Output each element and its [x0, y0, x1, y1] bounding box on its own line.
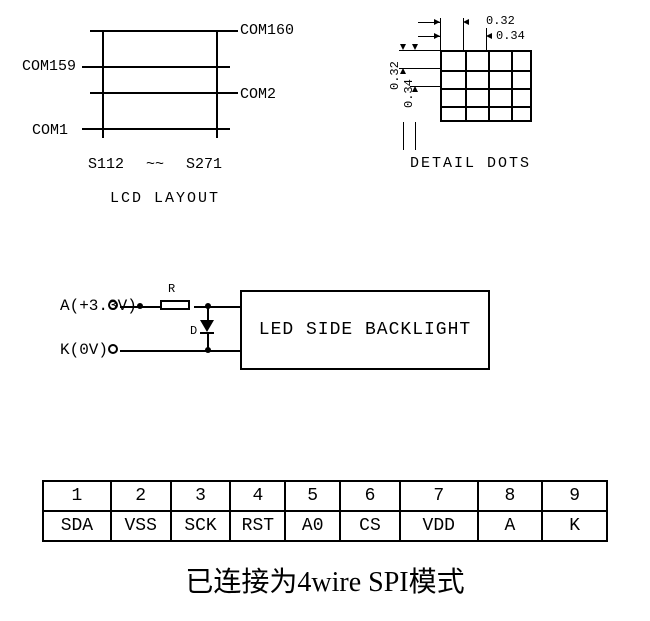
- pin-num: 9: [542, 481, 607, 511]
- pin-num: 5: [285, 481, 340, 511]
- cathode-label: K(0V): [60, 341, 108, 359]
- pin-name: VSS: [111, 511, 171, 541]
- dim-left-inner: 0.34: [402, 79, 416, 108]
- resistor-label: R: [168, 282, 175, 296]
- diode-label: D: [190, 324, 197, 338]
- pin-name: RST: [230, 511, 285, 541]
- dim-top-outer: 0.32: [486, 14, 515, 28]
- pin-name: A: [478, 511, 543, 541]
- table-row: 1 2 3 4 5 6 7 8 9: [43, 481, 607, 511]
- pin-num: 6: [340, 481, 400, 511]
- detail-dots-title: DETAIL DOTS: [410, 155, 531, 172]
- pin-name: VDD: [400, 511, 478, 541]
- pin-name: A0: [285, 511, 340, 541]
- dim-left-outer: 0.32: [388, 61, 402, 90]
- seg-mid-label: ~~: [146, 156, 164, 173]
- pin-num: 8: [478, 481, 543, 511]
- seg-right-label: S271: [186, 156, 222, 173]
- caption-text: 已连接为4wire SPI模式: [0, 560, 650, 600]
- com159-label: COM159: [22, 58, 76, 75]
- pin-num: 2: [111, 481, 171, 511]
- backlight-box: LED SIDE BACKLIGHT: [240, 290, 490, 370]
- com2-label: COM2: [240, 86, 276, 103]
- detail-dots-diagram: [440, 50, 532, 122]
- seg-left-label: S112: [88, 156, 124, 173]
- com160-label: COM160: [240, 22, 294, 39]
- pin-num: 3: [171, 481, 231, 511]
- pin-name: SDA: [43, 511, 111, 541]
- pin-num: 4: [230, 481, 285, 511]
- com1-label: COM1: [32, 122, 68, 139]
- table-row: SDA VSS SCK RST A0 CS VDD A K: [43, 511, 607, 541]
- diode-symbol: [200, 320, 214, 332]
- resistor-symbol: [160, 300, 190, 310]
- pin-num: 1: [43, 481, 111, 511]
- anode-label: A(+3.3V): [60, 297, 137, 315]
- backlight-box-label: LED SIDE BACKLIGHT: [259, 320, 471, 340]
- backlight-schematic: LED SIDE BACKLIGHT R D: [60, 290, 580, 390]
- pin-name: SCK: [171, 511, 231, 541]
- pinout-table: 1 2 3 4 5 6 7 8 9 SDA VSS SCK RST A0 CS …: [42, 480, 608, 542]
- dim-top-inner: 0.34: [496, 29, 525, 43]
- pin-name: K: [542, 511, 607, 541]
- lcd-layout-title: LCD LAYOUT: [110, 190, 220, 207]
- lcd-layout-diagram: [90, 30, 230, 130]
- pin-name: CS: [340, 511, 400, 541]
- pin-num: 7: [400, 481, 478, 511]
